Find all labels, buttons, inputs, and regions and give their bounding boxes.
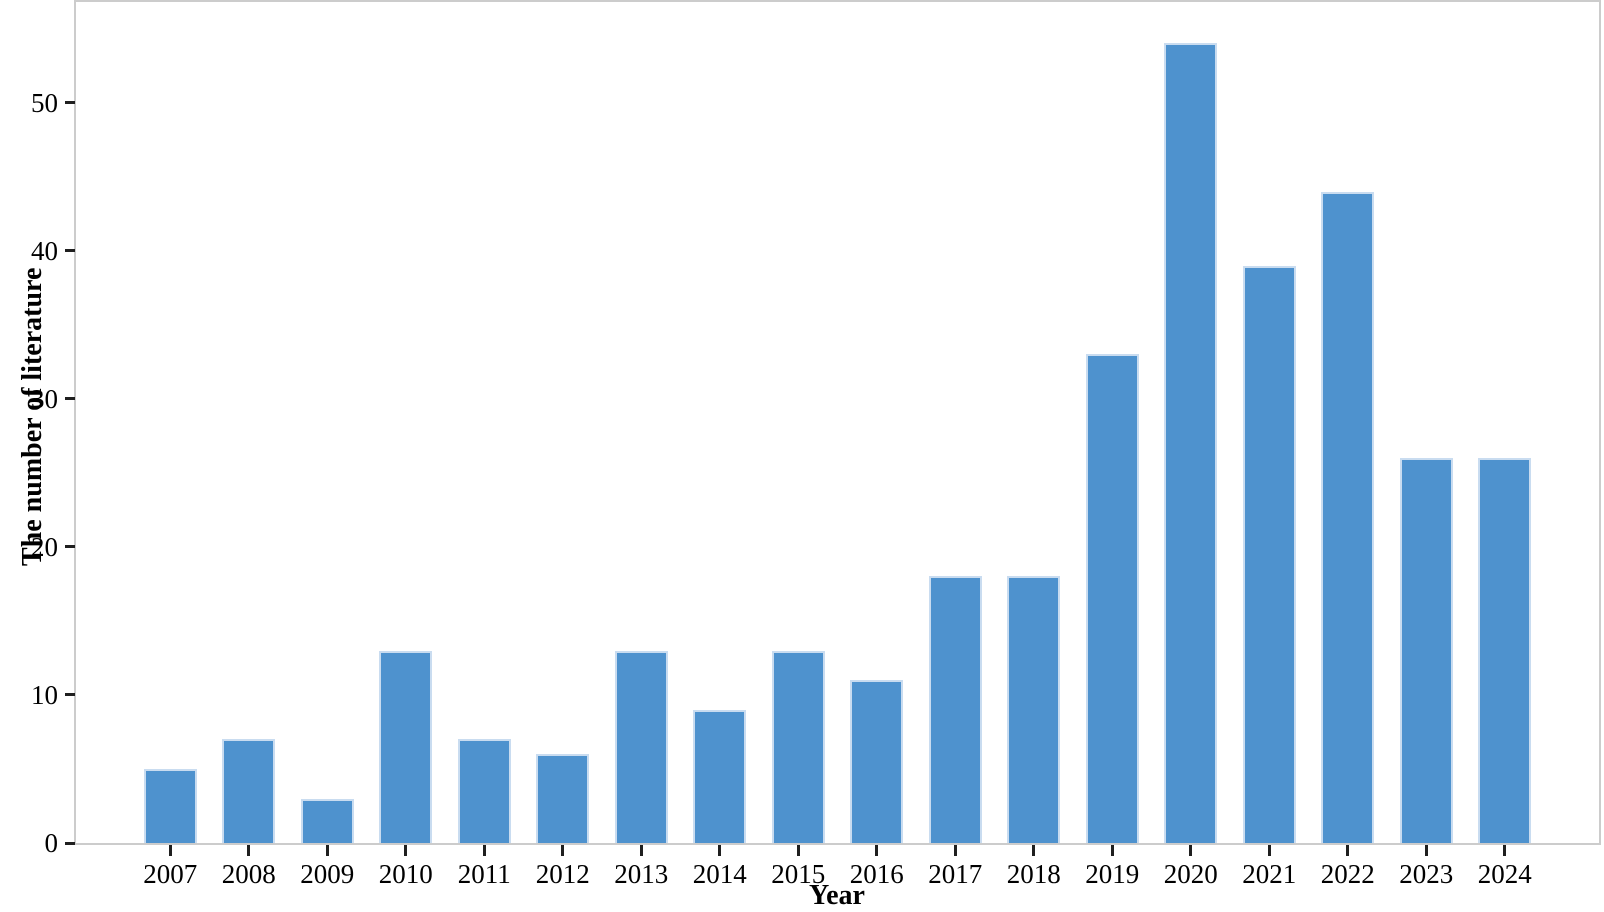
bar-2012: [536, 754, 590, 843]
y-tick-10: [65, 693, 75, 697]
x-tick-2011: [482, 845, 486, 856]
y-tick-label-20: 20: [31, 531, 58, 562]
y-tick-label-10: 10: [31, 679, 58, 710]
bar-2017: [928, 576, 982, 843]
x-tick-label-2007: 2007: [143, 859, 198, 889]
plot-area: [74, 0, 1601, 845]
x-tick-2012: [561, 845, 565, 856]
x-tick-2018: [1032, 845, 1036, 856]
bar-2009: [300, 799, 354, 843]
y-tick-40: [65, 249, 75, 253]
x-tick-label-2021: 2021: [1242, 859, 1297, 889]
bar-2019: [1085, 354, 1139, 843]
y-tick-label-40: 40: [31, 235, 58, 266]
y-tick-label-0: 0: [44, 828, 59, 858]
bar-2020: [1164, 43, 1218, 843]
x-tick-2024: [1503, 845, 1507, 856]
bar-2021: [1242, 266, 1296, 843]
x-tick-label-2010: 2010: [378, 859, 433, 889]
x-tick-label-2012: 2012: [535, 859, 590, 889]
x-tick-label-2014: 2014: [692, 859, 747, 889]
x-tick-label-2024: 2024: [1477, 859, 1532, 889]
x-tick-label-2019: 2019: [1085, 859, 1140, 889]
x-tick-2016: [875, 845, 879, 856]
bar-2008: [222, 739, 276, 843]
y-tick-20: [65, 545, 75, 549]
x-tick-label-2013: 2013: [614, 859, 669, 889]
y-tick-label-50: 50: [31, 87, 58, 118]
x-tick-2007: [168, 845, 172, 856]
x-tick-2015: [796, 845, 800, 856]
x-tick-2009: [325, 845, 329, 856]
bar-2016: [850, 680, 904, 843]
y-axis-title: The number of literature: [17, 267, 48, 566]
x-tick-2010: [404, 845, 408, 856]
x-tick-label-2023: 2023: [1399, 859, 1454, 889]
x-tick-2020: [1189, 845, 1193, 856]
bar-2011: [457, 739, 511, 843]
bar-2022: [1321, 192, 1375, 843]
x-tick-2022: [1346, 845, 1350, 856]
y-tick-30: [65, 397, 75, 401]
x-tick-label-2009: 2009: [300, 859, 355, 889]
x-tick-label-2011: 2011: [457, 859, 511, 889]
x-tick-2008: [247, 845, 251, 856]
bar-2007: [143, 769, 197, 843]
bar-2023: [1399, 458, 1453, 843]
x-tick-2017: [953, 845, 957, 856]
bar-2010: [379, 651, 433, 843]
y-tick-label-30: 30: [31, 383, 58, 414]
x-tick-label-2020: 2020: [1163, 859, 1218, 889]
bar-2015: [771, 651, 825, 843]
x-tick-label-2016: 2016: [849, 859, 904, 889]
y-tick-50: [65, 101, 75, 105]
bar-2014: [693, 710, 747, 843]
x-tick-2023: [1424, 845, 1428, 856]
x-tick-2013: [639, 845, 643, 856]
x-axis-title: Year: [809, 880, 865, 911]
bar-2024: [1478, 458, 1532, 843]
y-tick-0: [65, 841, 75, 845]
x-tick-label-2022: 2022: [1320, 859, 1375, 889]
x-tick-label-2017: 2017: [928, 859, 983, 889]
bar-2013: [614, 651, 668, 843]
bar-2018: [1007, 576, 1061, 843]
x-tick-label-2018: 2018: [1006, 859, 1061, 889]
x-tick-label-2008: 2008: [221, 859, 276, 889]
x-tick-label-2015: 2015: [771, 859, 826, 889]
x-tick-2019: [1110, 845, 1114, 856]
x-tick-2014: [718, 845, 722, 856]
x-tick-2021: [1267, 845, 1271, 856]
